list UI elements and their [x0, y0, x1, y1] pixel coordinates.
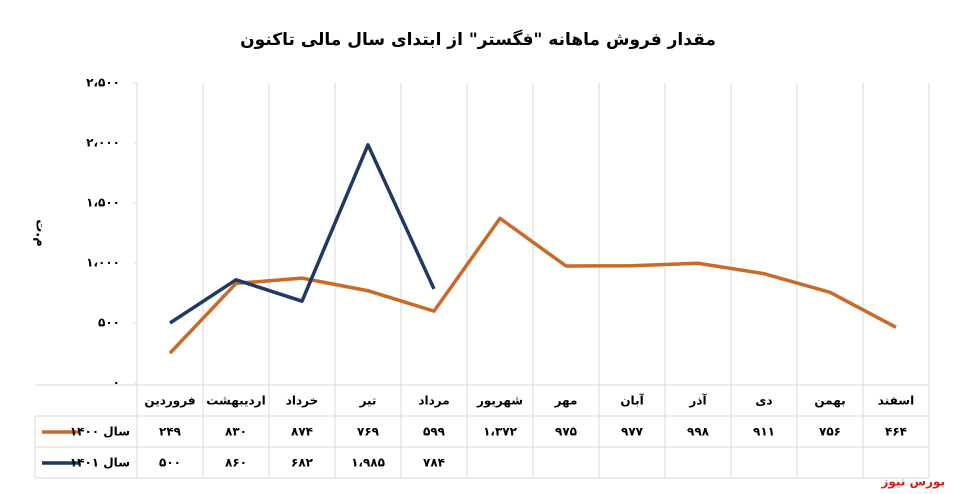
x-tick-label: اردیبهشت: [206, 394, 265, 408]
x-tick-label: دی: [755, 394, 772, 408]
x-tick-label: آذر: [688, 393, 707, 408]
x-tick-label: خرداد: [286, 394, 319, 408]
table-value: ۵۹۹: [423, 425, 446, 439]
table-value: ۷۸۴: [423, 456, 445, 470]
table-value: ۴۶۴: [885, 425, 907, 439]
table-value: ۸۷۴: [291, 425, 313, 439]
table-value: ۱،۹۸۵: [351, 456, 385, 470]
chart-title: مقدار فروش ماهانه "فگستر" از ابتدای سال …: [240, 29, 716, 50]
table-value: ۸۳۰: [225, 425, 247, 439]
x-tick-label: شهریور: [476, 394, 523, 409]
x-tick-label: اسفند: [878, 394, 914, 408]
table-value: ۹۷۵: [555, 425, 577, 439]
table-value: ۸۶۰: [225, 456, 247, 470]
y-tick-label: ۵۰۰: [98, 316, 120, 330]
y-tick-label: ۲،۰۰۰: [86, 136, 120, 150]
legend-label: سال ۱۴۰۰: [70, 425, 130, 439]
x-tick-label: تیر: [359, 394, 377, 408]
table-value: ۶۸۲: [291, 456, 314, 470]
x-tick-label: بهمن: [814, 394, 845, 408]
source: بورس نیوز: [880, 475, 945, 490]
table-value: ۷۵۶: [819, 425, 841, 439]
x-tick-label: آبان: [620, 393, 644, 408]
x-tick-label: فروردین: [144, 394, 195, 409]
legend-label: سال ۱۴۰۱: [70, 456, 130, 470]
table-value: ۱،۳۷۲: [483, 425, 518, 439]
y-tick-label: ۰: [113, 376, 120, 390]
table-value: ۹۷۷: [621, 425, 644, 439]
table-value: ۷۶۹: [357, 425, 380, 439]
table-value: ۲۴۹: [159, 425, 182, 439]
table-value: ۹۱۱: [753, 425, 775, 439]
y-tick-label: ۱،۵۰۰: [86, 196, 120, 210]
y-axis-label: م.ت: [33, 219, 48, 247]
table-value: ۹۹۸: [687, 425, 710, 439]
series-line: [169, 143, 436, 325]
x-tick-label: مهر: [554, 394, 578, 408]
x-tick-label: مرداد: [418, 394, 449, 408]
series-line: [168, 216, 897, 355]
y-tick-label: ۲،۵۰۰: [86, 76, 120, 90]
y-tick-label: ۱،۰۰۰: [86, 256, 120, 270]
table-value: ۵۰۰: [159, 456, 181, 470]
